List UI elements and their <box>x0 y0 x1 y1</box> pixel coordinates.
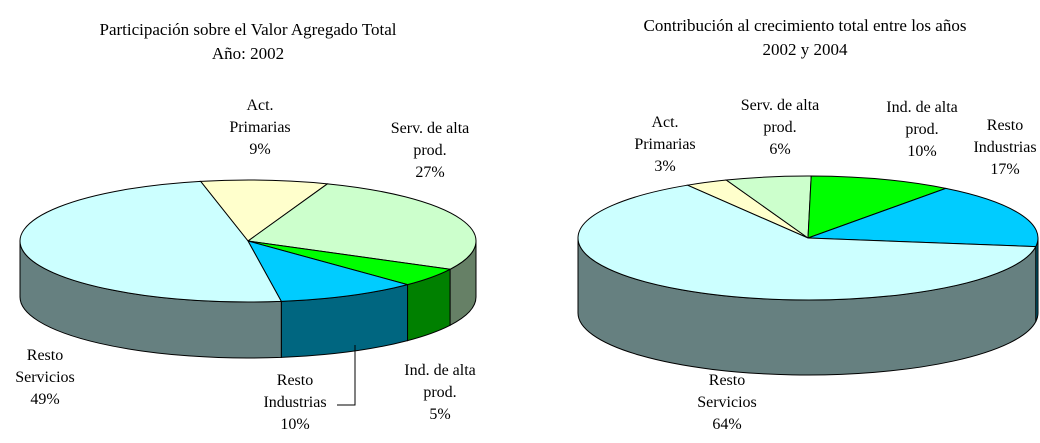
chart-title-text: Contribución al crecimiento total entre … <box>643 16 967 59</box>
data-label-text: Resto Servicios <box>697 372 757 411</box>
pie-slice <box>199 179 329 242</box>
data-label: Resto Industrias 17% <box>960 115 1040 181</box>
data-label-text: 5% <box>429 406 451 423</box>
data-label: Resto Industrias 10% <box>250 370 340 436</box>
data-label-text: Ind. de alta prod. <box>404 362 476 401</box>
chart-title: Participación sobre el Valor Agregado To… <box>68 18 428 66</box>
data-label: Ind. de alta prod. 5% <box>393 360 488 426</box>
data-label-text: 6% <box>769 141 791 158</box>
data-label-text: Resto Servicios <box>15 347 75 386</box>
pie-slice <box>807 175 948 239</box>
chart-title-text: Participación sobre el Valor Agregado To… <box>99 20 397 39</box>
data-label-text: Resto Industrias <box>263 372 327 411</box>
data-label-text: 17% <box>990 161 1020 178</box>
data-label-text: 3% <box>654 158 676 175</box>
data-label-text: Act. Primarias <box>229 97 291 136</box>
pie-slice <box>246 240 410 302</box>
leader-line <box>337 345 356 406</box>
data-label: Serv. de alta prod. 6% <box>735 95 825 161</box>
data-label-text: 10% <box>280 416 310 433</box>
data-label: Resto Servicios 64% <box>687 370 767 436</box>
data-label-text: 10% <box>907 143 937 160</box>
data-label-text: 27% <box>415 164 445 181</box>
data-label: Act. Primarias 3% <box>625 112 705 178</box>
pie-slice <box>807 187 1039 248</box>
data-label-text: 9% <box>249 141 271 158</box>
data-label-text: 49% <box>30 391 60 408</box>
data-label: Resto Servicios 49% <box>5 345 85 411</box>
pie-slice <box>577 184 1037 301</box>
pie-slice <box>19 180 283 303</box>
pie-slice <box>246 183 477 270</box>
chart-title-text: Año: 2002 <box>211 44 285 63</box>
chart-title: Contribución al crecimiento total entre … <box>635 14 975 62</box>
data-label-text: Act. Primarias <box>634 114 696 153</box>
data-label-text: 64% <box>712 416 742 433</box>
data-label-text: Ind. de alta prod. <box>886 99 958 138</box>
data-label: Serv. de alta prod. 27% <box>385 118 475 184</box>
data-label-text: Resto Industrias <box>973 117 1037 156</box>
data-label-text: Serv. de alta prod. <box>740 97 820 136</box>
data-label: Act. Primarias 9% <box>220 95 300 161</box>
data-label-text: Serv. de alta prod. <box>390 120 470 159</box>
data-label: Ind. de alta prod. 10% <box>875 97 970 163</box>
